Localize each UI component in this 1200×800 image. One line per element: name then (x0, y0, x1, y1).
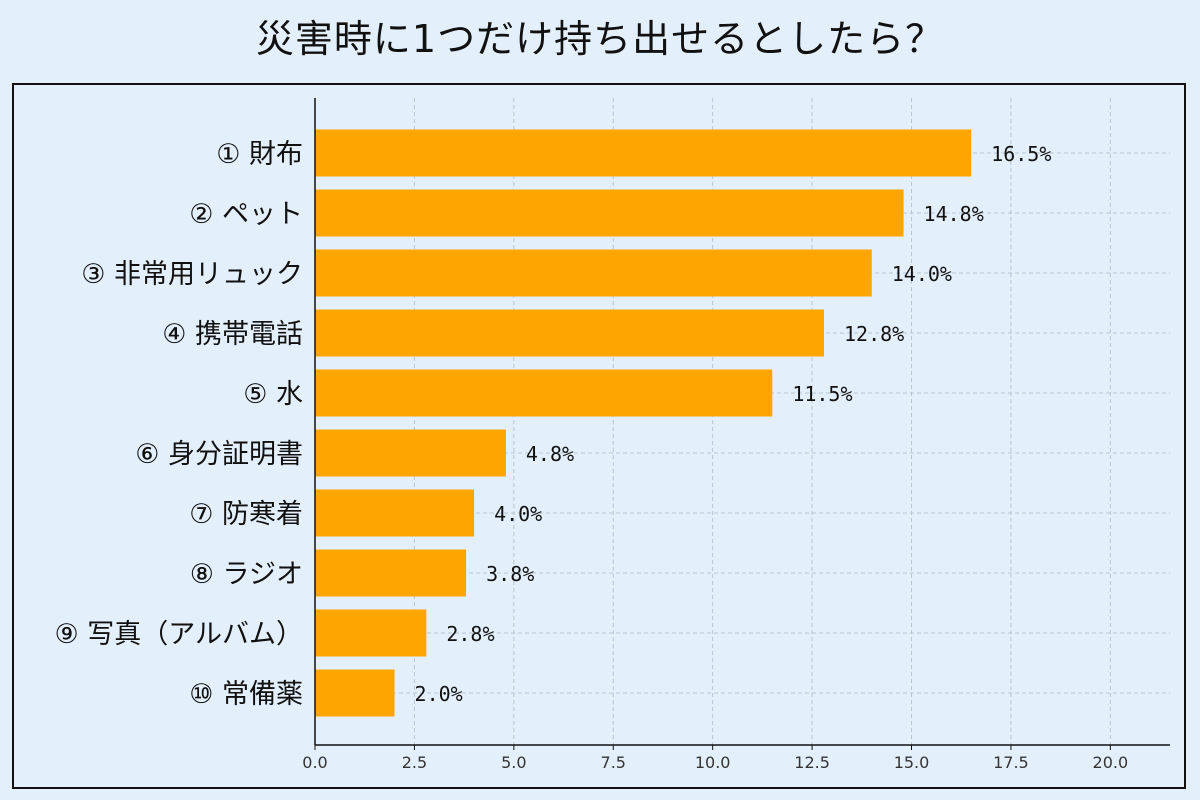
category-label: ③ 非常用リュック (81, 259, 303, 290)
x-tick-label: 10.0 (695, 753, 731, 772)
chart-title: 災害時に1つだけ持ち出せるとしたら？ (255, 17, 945, 61)
bar (315, 249, 872, 297)
value-label: 2.0% (415, 682, 463, 706)
x-tick-label: 0.0 (302, 753, 327, 772)
category-label: ⑨ 写真（アルバム） (54, 619, 303, 650)
x-tick-label: 17.5 (993, 753, 1029, 772)
x-tick-label: 7.5 (601, 753, 626, 772)
value-label: 16.5% (991, 142, 1051, 166)
category-label: ④ 携帯電話 (162, 319, 303, 350)
x-tick-label: 5.0 (501, 753, 526, 772)
bar (315, 369, 773, 417)
category-label: ⑤ 水 (243, 379, 303, 410)
bar (315, 429, 506, 477)
bar (315, 609, 427, 657)
bar (315, 489, 475, 537)
value-label: 11.5% (792, 382, 852, 406)
bar (315, 189, 904, 237)
value-label: 12.8% (844, 322, 904, 346)
value-label: 3.8% (486, 562, 534, 586)
category-label: ⑩ 常備薬 (189, 679, 303, 710)
value-label: 2.8% (446, 622, 494, 646)
x-tick-label: 20.0 (1093, 753, 1129, 772)
category-label: ② ペット (189, 199, 303, 230)
bar (315, 669, 395, 717)
value-label: 4.0% (494, 502, 542, 526)
value-label: 14.8% (924, 202, 984, 226)
category-label: ⑦ 防寒着 (189, 499, 303, 530)
category-label: ⑧ ラジオ (190, 559, 303, 590)
value-label: 4.8% (526, 442, 574, 466)
x-tick-label: 12.5 (794, 753, 830, 772)
category-label: ① 財布 (216, 139, 303, 170)
bar (315, 549, 467, 597)
bar (315, 309, 825, 357)
value-label: 14.0% (892, 262, 952, 286)
x-tick-label: 2.5 (402, 753, 427, 772)
x-tick-label: 15.0 (894, 753, 930, 772)
category-label: ⑥ 身分証明書 (135, 439, 303, 470)
bar (315, 129, 972, 177)
